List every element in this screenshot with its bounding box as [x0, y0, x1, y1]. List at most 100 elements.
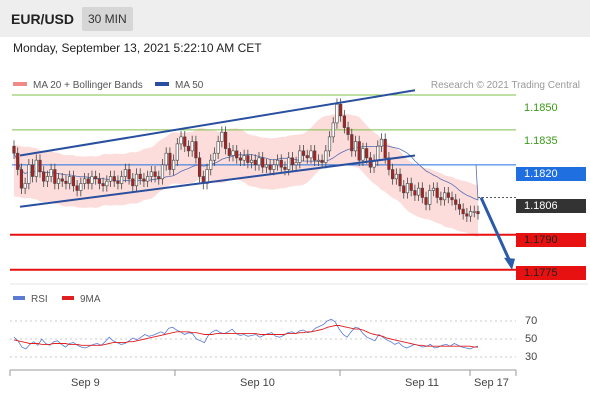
- timeframe-button[interactable]: 30 MIN: [82, 7, 133, 31]
- candle-body: [194, 141, 198, 159]
- candle-body: [327, 136, 332, 152]
- candle-body: [12, 145, 16, 154]
- candle-body: [294, 162, 298, 166]
- level-pivot-label: 1.1820: [516, 167, 586, 181]
- candle-body: [476, 211, 480, 215]
- candle-body: [23, 183, 27, 189]
- candle-body: [27, 164, 31, 184]
- candle-body: [142, 178, 146, 182]
- channel-lines: [19, 89, 416, 208]
- candle-body: [461, 208, 465, 215]
- level-r2-label: 1.1850: [524, 102, 558, 114]
- x-tick-sep9: Sep 9: [71, 377, 100, 389]
- candle-body: [120, 176, 124, 184]
- candle-body: [157, 176, 161, 180]
- candle-body: [417, 187, 421, 196]
- candle-body: [454, 199, 458, 205]
- candle-body: [443, 192, 447, 201]
- candle-body: [131, 178, 135, 187]
- candle-body: [353, 141, 358, 152]
- candle-body: [82, 178, 87, 184]
- candle-body: [242, 155, 246, 161]
- candle-body: [49, 169, 53, 177]
- legend-ma50-label: MA 50: [175, 80, 204, 91]
- symbol-label: EUR/USD: [11, 11, 75, 27]
- candle-body: [465, 213, 469, 217]
- candle-body: [60, 178, 64, 182]
- candle-body: [413, 190, 417, 196]
- rsi-ma-legend-label: 9MA: [80, 294, 101, 305]
- candle-body: [108, 176, 113, 182]
- level-last-label: 1.1806: [516, 199, 586, 213]
- candle-body: [450, 197, 454, 201]
- candle-body: [257, 157, 261, 166]
- rsi-panel: [9, 283, 588, 376]
- candle-body: [86, 178, 90, 184]
- candle-body: [94, 176, 98, 180]
- candle-body: [90, 176, 94, 184]
- candle-body: [231, 150, 235, 156]
- candle-body: [190, 141, 194, 152]
- candle-body: [19, 169, 24, 189]
- candle-body: [30, 164, 35, 177]
- ma50-swatch-icon: [155, 82, 169, 87]
- rsi-tick-70: 70: [525, 315, 538, 327]
- candle-body: [101, 183, 105, 187]
- x-tick-sep11: Sep 11: [405, 377, 440, 389]
- candle-body: [316, 159, 320, 162]
- candle-body: [387, 157, 391, 170]
- candle-body: [391, 169, 395, 180]
- rsi-legend-item: RSI: [13, 294, 48, 305]
- candle-body: [402, 185, 406, 194]
- candle-body: [313, 150, 317, 161]
- candle-body: [205, 169, 209, 184]
- candle-body: [212, 152, 217, 161]
- bollinger-band-area: [14, 113, 478, 238]
- candle-body: [75, 185, 79, 191]
- copyright-label: Research © 2021 Trading Central: [430, 80, 580, 91]
- candle-body: [56, 178, 61, 184]
- candle-body: [34, 159, 38, 177]
- candle-body: [394, 173, 398, 180]
- candle-body: [261, 157, 265, 168]
- level-r1-label: 1.1835: [524, 135, 558, 147]
- candle-body: [79, 183, 83, 191]
- candle-body: [227, 148, 231, 156]
- channel-line-upper: [19, 89, 416, 157]
- forecast-arrow-shaft: [479, 196, 512, 263]
- candle-body: [275, 159, 280, 166]
- candle-body: [457, 204, 462, 210]
- rsi-swatch-icon: [13, 296, 25, 301]
- candle-body: [138, 173, 142, 180]
- candle-body: [350, 134, 354, 152]
- rsi-ma-swatch-icon: [62, 296, 74, 301]
- candle-body: [38, 159, 42, 173]
- forecast-arrow-head: [504, 257, 515, 270]
- candle-body: [424, 197, 428, 205]
- candle-body: [420, 187, 424, 198]
- candle-body: [71, 176, 75, 187]
- candle-body: [97, 178, 101, 184]
- rsi-legend-label: RSI: [31, 294, 48, 305]
- candle-body: [53, 169, 57, 184]
- candle-body: [253, 159, 257, 166]
- candle-body: [123, 169, 127, 177]
- forecast-arrow: [479, 196, 515, 270]
- legend-bollinger-label: MA 20 + Bollinger Bands: [33, 80, 143, 91]
- candle-body: [468, 211, 473, 217]
- candle-body: [383, 138, 387, 159]
- candle-body: [428, 190, 432, 205]
- candle-body: [246, 155, 250, 163]
- candle-body: [112, 176, 116, 182]
- candle-body: [346, 127, 350, 135]
- candle-body: [287, 157, 291, 170]
- candle-body: [235, 150, 239, 159]
- candle-body: [116, 180, 120, 184]
- bollinger-swatch-icon: [13, 82, 27, 87]
- candle-body: [298, 150, 302, 163]
- candle-body: [331, 122, 335, 138]
- candle-body: [398, 173, 402, 187]
- candle-body: [320, 159, 324, 163]
- candle-body: [160, 164, 165, 180]
